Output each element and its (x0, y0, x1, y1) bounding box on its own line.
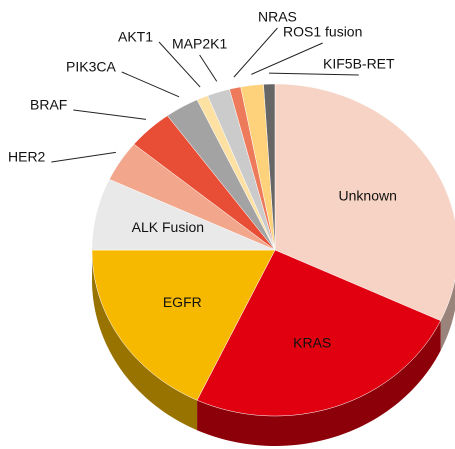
slice-label: MAP2K1 (172, 36, 227, 52)
slice-label: Unknown (339, 187, 397, 203)
slice-label: ROS1 fusion (283, 24, 362, 40)
leader-line (269, 72, 359, 76)
slice (196, 249, 441, 417)
slice-side (197, 320, 441, 446)
leader-line (233, 27, 278, 78)
slice-label: KRAS (293, 334, 331, 350)
slice (274, 83, 455, 322)
slice (109, 143, 276, 251)
slice (91, 178, 276, 251)
leader-line (158, 41, 201, 88)
slice-label: KIF5B-RET (323, 56, 395, 72)
slice (240, 84, 276, 251)
slice (207, 88, 276, 251)
slice (167, 99, 276, 251)
slice-label: BRAF (30, 97, 67, 113)
slice (263, 83, 276, 251)
leader-line (121, 71, 180, 98)
leader-line (73, 109, 147, 120)
slice-label: ALK Fusion (132, 219, 204, 235)
slice-label: NRAS (258, 9, 297, 25)
leader-line (251, 42, 323, 75)
slice (91, 249, 276, 401)
slice-label: PIK3CA (66, 59, 116, 75)
slice (133, 115, 276, 251)
leader-line (199, 54, 218, 82)
slice-label: AKT1 (118, 29, 153, 45)
slice-label: EGFR (163, 294, 202, 310)
slice-label: HER2 (8, 149, 46, 165)
leader-line (51, 151, 116, 163)
slice-side (92, 250, 198, 431)
